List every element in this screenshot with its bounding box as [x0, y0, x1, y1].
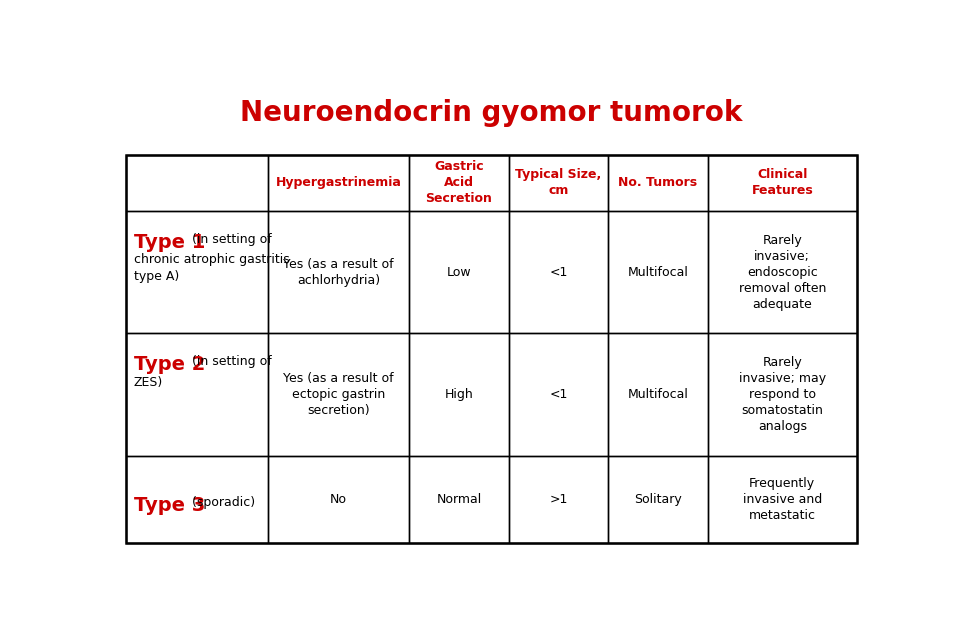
- Text: (in setting of: (in setting of: [188, 233, 271, 246]
- Text: Frequently
invasive and
metastatic: Frequently invasive and metastatic: [742, 477, 822, 522]
- Text: Clinical
Features: Clinical Features: [752, 168, 813, 197]
- Bar: [268, 211, 409, 333]
- Text: ZES): ZES): [134, 376, 163, 389]
- Text: Multifocal: Multifocal: [627, 266, 689, 279]
- Bar: [608, 155, 708, 211]
- Bar: [608, 456, 708, 543]
- Text: Rarely
invasive;
endoscopic
removal often
adequate: Rarely invasive; endoscopic removal ofte…: [738, 234, 826, 310]
- Bar: [608, 333, 708, 456]
- Text: High: High: [445, 388, 474, 401]
- Bar: [126, 211, 268, 333]
- Bar: [409, 211, 508, 333]
- Text: >1: >1: [550, 493, 568, 506]
- Text: Neuroendocrin gyomor tumorok: Neuroendocrin gyomor tumorok: [241, 99, 742, 126]
- Text: No. Tumors: No. Tumors: [619, 176, 697, 189]
- Text: (in setting of: (in setting of: [188, 355, 271, 368]
- Bar: [508, 333, 608, 456]
- Bar: [268, 333, 409, 456]
- Bar: [409, 456, 508, 543]
- Text: Yes (as a result of
ectopic gastrin
secretion): Yes (as a result of ectopic gastrin secr…: [283, 372, 394, 417]
- Text: Normal: Normal: [436, 493, 481, 506]
- Text: (sporadic): (sporadic): [188, 495, 255, 508]
- Bar: [608, 211, 708, 333]
- Text: No: No: [330, 493, 347, 506]
- Text: Solitary: Solitary: [634, 493, 682, 506]
- Bar: [508, 456, 608, 543]
- Bar: [126, 155, 268, 211]
- Bar: [708, 456, 857, 543]
- Text: chronic atrophic gastritis
type A): chronic atrophic gastritis type A): [134, 253, 290, 283]
- Text: Low: Low: [447, 266, 471, 279]
- Text: Type 1: Type 1: [134, 233, 205, 252]
- Bar: [126, 456, 268, 543]
- Text: Rarely
invasive; may
respond to
somatostatin
analogs: Rarely invasive; may respond to somatost…: [738, 356, 826, 433]
- Bar: [268, 155, 409, 211]
- Bar: [708, 211, 857, 333]
- Text: <1: <1: [550, 388, 568, 401]
- Bar: [126, 155, 857, 543]
- Bar: [126, 333, 268, 456]
- Bar: [508, 211, 608, 333]
- Bar: [268, 456, 409, 543]
- Bar: [708, 155, 857, 211]
- Text: Multifocal: Multifocal: [627, 388, 689, 401]
- Text: Yes (as a result of
achlorhydria): Yes (as a result of achlorhydria): [283, 258, 394, 287]
- Bar: [409, 155, 508, 211]
- Text: Typical Size,
cm: Typical Size, cm: [515, 168, 601, 197]
- Text: Type 2: Type 2: [134, 355, 205, 375]
- Text: Hypergastrinemia: Hypergastrinemia: [275, 176, 402, 189]
- Text: Type 3: Type 3: [134, 495, 205, 515]
- Text: Gastric
Acid
Secretion: Gastric Acid Secretion: [426, 160, 492, 205]
- Bar: [708, 333, 857, 456]
- Text: <1: <1: [550, 266, 568, 279]
- Bar: [508, 155, 608, 211]
- Bar: [409, 333, 508, 456]
